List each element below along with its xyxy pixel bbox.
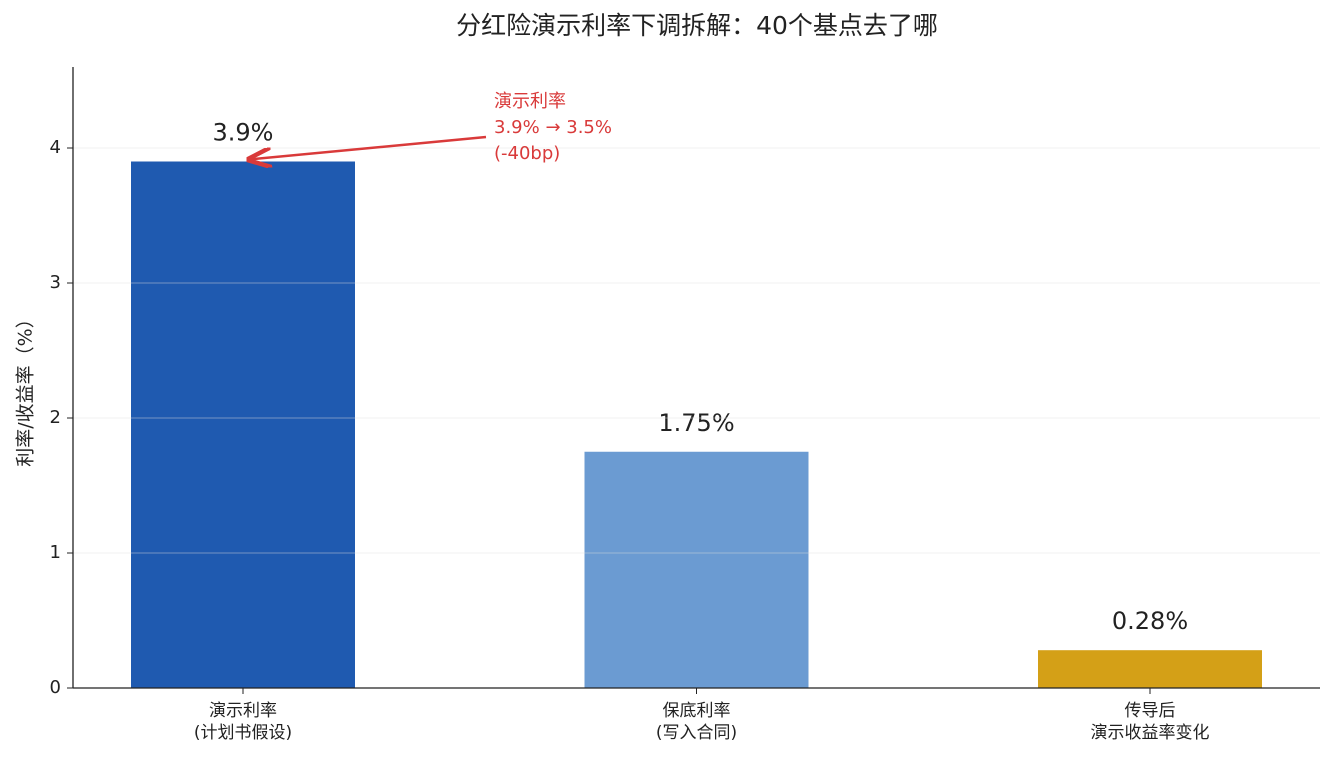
- chart-title: 分红险演示利率下调拆解：40个基点去了哪: [456, 11, 938, 40]
- y-axis-label: 利率/收益率（%）: [15, 309, 37, 466]
- y-tick-label: 2: [50, 407, 61, 428]
- annotation-arrow: [249, 135, 487, 160]
- y-tick-label: 1: [50, 542, 61, 563]
- value-label: 1.75%: [658, 409, 734, 437]
- x-tick-label: 保底利率 (写入合同): [655, 701, 738, 743]
- x-tick-label: 演示利率 (计划书假设): [193, 701, 293, 743]
- bar: [131, 161, 355, 688]
- bar: [584, 451, 809, 688]
- x-tick-label: 传导后 演示收益率变化: [1090, 701, 1210, 743]
- y-tick-label: 4: [50, 137, 61, 158]
- bar: [1038, 650, 1262, 688]
- annotation: 演示利率 3.9% → 3.5% (-40bp): [494, 91, 612, 164]
- y-tick-label: 0: [50, 677, 61, 698]
- value-label: 0.28%: [1112, 607, 1188, 635]
- y-tick-label: 3: [50, 272, 61, 293]
- value-label: 3.9%: [213, 119, 274, 147]
